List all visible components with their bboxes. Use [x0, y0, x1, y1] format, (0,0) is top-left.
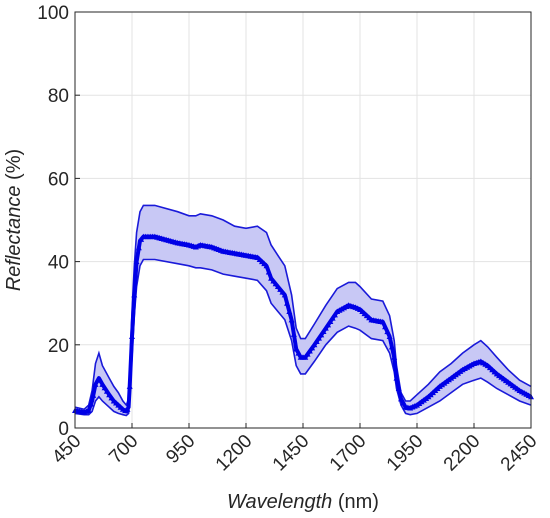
- mean-marker: [92, 381, 99, 387]
- mean-marker: [393, 375, 400, 381]
- mean-marker: [99, 381, 106, 387]
- mean-marker: [309, 344, 316, 351]
- x-axis-ticks: 450 700 950 1200 1450 1700 1950 2200 2450: [48, 423, 542, 476]
- mean-marker: [386, 333, 393, 339]
- y-tick-label: 0: [58, 419, 69, 440]
- y-tick-label: 40: [48, 253, 69, 274]
- mean-marker: [313, 338, 320, 344]
- mean-marker: [302, 354, 309, 360]
- mean-marker: [265, 269, 272, 275]
- x-tick-label: 1200: [212, 431, 257, 476]
- mean-marker: [331, 311, 338, 318]
- mean-marker: [318, 331, 325, 338]
- mean-marker: [103, 388, 110, 394]
- mean-marker: [290, 331, 297, 337]
- mean-marker: [272, 280, 279, 287]
- mean-marker: [295, 350, 302, 356]
- mean-marker: [133, 258, 140, 265]
- y-axis-label-main: Reflectance: [3, 186, 25, 292]
- mean-marker: [293, 345, 300, 352]
- x-tick-label: 1700: [326, 431, 371, 476]
- grid: [74, 11, 532, 429]
- x-tick-label: 700: [105, 431, 142, 468]
- mean-marker: [384, 328, 391, 335]
- mean-marker: [379, 318, 386, 325]
- mean-marker: [304, 351, 311, 357]
- mean-marker: [325, 321, 332, 328]
- mean-marker: [279, 289, 286, 295]
- mean-marker: [126, 383, 133, 389]
- x-axis-label-unit: (nm): [338, 491, 379, 513]
- mean-marker: [138, 236, 145, 242]
- y-axis-ticks: 0 20 40 60 80 100: [37, 3, 80, 440]
- mean-marker: [268, 275, 275, 281]
- mean-marker: [284, 300, 291, 306]
- y-axis-label-unit: (%): [3, 149, 25, 180]
- mean-marker: [108, 394, 115, 401]
- y-tick-label: 60: [48, 169, 69, 190]
- mean-marker: [97, 377, 104, 383]
- mean-marker: [388, 343, 395, 350]
- mean-marker: [124, 406, 131, 412]
- x-tick-label: 950: [162, 431, 199, 468]
- mean-marker: [90, 392, 97, 398]
- mean-marker: [122, 407, 129, 414]
- mean-marker: [322, 325, 329, 331]
- mean-marker: [131, 291, 138, 298]
- mean-marker: [281, 291, 288, 298]
- mean-marker: [311, 341, 318, 348]
- mean-marker: [398, 395, 405, 402]
- mean-marker: [270, 278, 277, 284]
- mean-marker: [288, 316, 295, 323]
- y-tick-label: 100: [37, 3, 69, 24]
- mean-marker: [274, 283, 281, 290]
- y-axis-label: Reflectance (%): [3, 149, 25, 291]
- mean-marker: [391, 354, 398, 360]
- mean-marker: [400, 400, 407, 406]
- mean-marker: [85, 407, 92, 414]
- x-tick-label: 2450: [497, 431, 542, 476]
- std-band-fill: [75, 205, 531, 416]
- mean-marker: [135, 244, 142, 251]
- mean-marker: [306, 348, 313, 354]
- mean-marker: [101, 384, 108, 391]
- mean-marker: [395, 385, 402, 391]
- series-marks: [72, 204, 534, 417]
- mean-marker: [315, 335, 322, 341]
- x-axis-label-main: Wavelength: [227, 491, 332, 513]
- y-tick-label: 20: [48, 336, 69, 357]
- spread-band: [75, 205, 531, 416]
- x-tick-label: 1450: [269, 431, 314, 476]
- lower-bound-line: [74, 258, 532, 417]
- mean-marker: [286, 308, 293, 315]
- mean-marker: [87, 401, 94, 407]
- mean-marker: [106, 391, 113, 398]
- mean-marker: [129, 333, 135, 339]
- mean-marker: [320, 328, 327, 334]
- mean-marker: [327, 318, 334, 325]
- mean-marker: [382, 323, 389, 330]
- x-tick-label: 1950: [383, 431, 428, 476]
- upper-bound-line: [74, 204, 532, 411]
- y-tick-label: 80: [48, 86, 69, 107]
- x-tick-label: 2200: [440, 431, 485, 476]
- mean-marker: [277, 286, 284, 292]
- mean-marker: [263, 262, 270, 269]
- mean-marker: [329, 315, 336, 321]
- x-axis-label: Wavelength (nm): [227, 491, 379, 513]
